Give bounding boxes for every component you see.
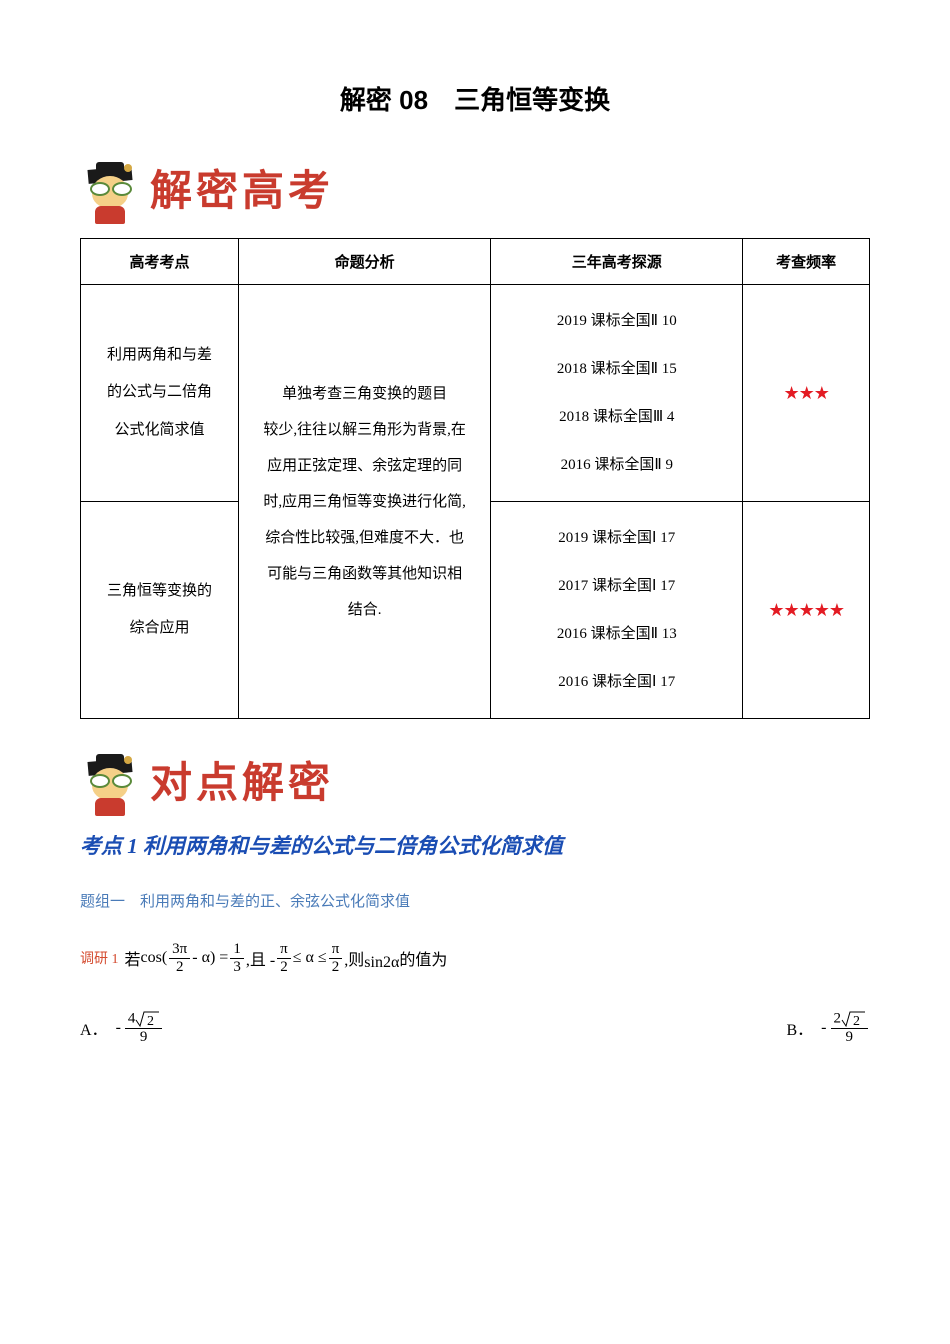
sqrt-icon: 2 <box>135 1010 159 1028</box>
row2-sources: 2019 课标全国Ⅰ 17 2017 课标全国Ⅰ 17 2016 课标全国Ⅱ 1… <box>491 502 743 719</box>
frac-num: π <box>329 941 343 959</box>
option-b-frac: 22 9 <box>831 1010 869 1046</box>
table-header-row: 高考考点 命题分析 三年高考探源 考查频率 <box>81 239 870 285</box>
p-sin2a: sin2α <box>364 954 399 972</box>
frac-den: 3 <box>230 959 244 976</box>
frac-den: 2 <box>329 959 343 976</box>
frac-num: 1 <box>230 941 244 959</box>
p-pre: 若 <box>125 946 141 970</box>
row2-s2: 2017 课标全国Ⅰ 17 <box>558 578 675 594</box>
row1-sources: 2019 课标全国Ⅱ 10 2018 课标全国Ⅱ 15 2018 课标全国Ⅲ 4… <box>491 285 743 502</box>
section-header-1: 解密高考 <box>80 157 870 218</box>
frac-den: 2 <box>173 959 187 976</box>
option-b-num: 22 <box>831 1010 869 1029</box>
p-then: ,则 <box>344 946 364 970</box>
analysis-l5: 综合性比较强,但难度不大．也 <box>265 530 464 546</box>
kaodian-heading: 考点 1 利用两角和与差的公式与二倍角公式化简求值 <box>80 830 870 860</box>
frac-num: 3π <box>169 941 190 959</box>
row2-topic-l2: 综合应用 <box>129 620 189 636</box>
th-kaodian: 高考考点 <box>81 239 239 285</box>
row1-topic-l2: 的公式与二倍角 <box>107 384 212 400</box>
section1-calligraphy: 解密高考 <box>150 157 334 218</box>
problem-text: 若 cos( 3π 2 - α) = 1 3 ,且 - π 2 ≤ α ≤ π … <box>125 941 448 975</box>
option-a-label: A． <box>80 1016 108 1040</box>
frac-den: 2 <box>277 959 291 976</box>
row2-s1: 2019 课标全国Ⅰ 17 <box>558 530 675 546</box>
p-le: ≤ α ≤ <box>293 949 327 967</box>
problem-row: 调研 1 若 cos( 3π 2 - α) = 1 3 ,且 - π 2 ≤ α… <box>80 941 870 975</box>
section-header-2: 对点解密 <box>80 749 870 810</box>
frac-3pi-2: 3π 2 <box>169 941 190 975</box>
mascot-icon <box>80 750 140 810</box>
analysis-l1: 单独考查三角变换的题目 <box>282 386 447 402</box>
analysis-cell: 单独考查三角变换的题目 较少,往往以解三角形为背景,在 应用正弦定理、余弦定理的… <box>239 285 491 719</box>
row1-s3: 2018 课标全国Ⅲ 4 <box>559 409 674 425</box>
option-b-den: 9 <box>843 1029 857 1046</box>
row1-freq: ★★★ <box>743 285 870 502</box>
row2-freq: ★★★★★ <box>743 502 870 719</box>
row1-s4: 2016 课标全国Ⅱ 9 <box>561 457 673 473</box>
sqrt-radicand: 2 <box>147 1014 154 1028</box>
analysis-l4: 时,应用三角恒等变换进行化简, <box>263 494 466 510</box>
row2-s4: 2016 课标全国Ⅰ 17 <box>558 674 675 690</box>
neg-sign: - <box>821 1019 826 1037</box>
stars-5-icon: ★★★★★ <box>768 600 844 620</box>
table-row: 利用两角和与差 的公式与二倍角 公式化简求值 单独考查三角变换的题目 较少,往往… <box>81 285 870 502</box>
sqrt-radicand: 2 <box>853 1014 860 1028</box>
p-minus-alpha: - α) = <box>192 949 228 967</box>
row1-topic-l1: 利用两角和与差 <box>107 347 212 363</box>
frac-num: π <box>277 941 291 959</box>
th-tanyuan: 三年高考探源 <box>491 239 743 285</box>
th-pinlv: 考查频率 <box>743 239 870 285</box>
frac-1-3: 1 3 <box>230 941 244 975</box>
option-b: B． - 22 9 <box>786 1010 870 1046</box>
sqrt-icon: 2 <box>841 1010 865 1028</box>
two: 2 <box>834 1010 842 1026</box>
four: 4 <box>128 1010 136 1026</box>
analysis-l2: 较少,往往以解三角形为背景,在 <box>263 422 466 438</box>
row2-topic-l1: 三角恒等变换的 <box>107 583 212 599</box>
p-and: ,且 - <box>246 946 275 970</box>
page-title: 解密 08 三角恒等变换 <box>80 80 870 117</box>
frac-pi-2a: π 2 <box>277 941 291 975</box>
analysis-l6: 可能与三角函数等其他知识相 <box>267 566 462 582</box>
option-b-label: B． <box>786 1016 813 1040</box>
exam-table: 高考考点 命题分析 三年高考探源 考查频率 利用两角和与差 的公式与二倍角 公式… <box>80 238 870 719</box>
p-cos: cos( <box>141 949 168 967</box>
row1-s1: 2019 课标全国Ⅱ 10 <box>557 313 677 329</box>
th-fenxi: 命题分析 <box>239 239 491 285</box>
option-a: A． - 42 9 <box>80 1010 164 1046</box>
frac-pi-2b: π 2 <box>329 941 343 975</box>
stars-3-icon: ★★★ <box>783 383 828 403</box>
analysis-l7: 结合. <box>348 602 382 618</box>
option-a-num: 42 <box>125 1010 163 1029</box>
diaoyan-label: 调研 1 <box>80 948 119 968</box>
options-row: A． - 42 9 B． - 22 9 <box>80 1010 870 1046</box>
analysis-l3: 应用正弦定理、余弦定理的同 <box>267 458 462 474</box>
mascot-icon <box>80 158 140 218</box>
row1-topic: 利用两角和与差 的公式与二倍角 公式化简求值 <box>81 285 239 502</box>
row1-s2: 2018 课标全国Ⅱ 15 <box>557 361 677 377</box>
option-a-frac: 42 9 <box>125 1010 163 1046</box>
p-end: 的值为 <box>399 946 447 970</box>
option-a-den: 9 <box>137 1029 151 1046</box>
neg-sign: - <box>116 1019 121 1037</box>
tizu-heading: 题组一 利用两角和与差的正、余弦公式化简求值 <box>80 890 870 911</box>
row2-topic: 三角恒等变换的 综合应用 <box>81 502 239 719</box>
row2-s3: 2016 课标全国Ⅱ 13 <box>557 626 677 642</box>
page: 解密 08 三角恒等变换 解密高考 高考考点 命题分析 三年高考探源 考查频率 … <box>0 0 950 1086</box>
row1-topic-l3: 公式化简求值 <box>114 422 204 438</box>
section2-calligraphy: 对点解密 <box>150 749 334 810</box>
